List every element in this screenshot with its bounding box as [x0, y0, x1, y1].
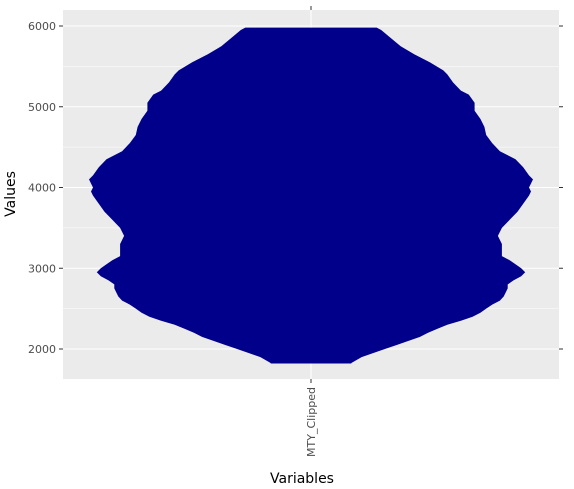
y-tick-label: 5000 — [28, 101, 56, 114]
y-tick-label: 4000 — [28, 182, 56, 195]
x-axis-ticks: MTY_Clipped — [305, 6, 318, 457]
x-tick-label: MTY_Clipped — [305, 387, 318, 457]
y-axis-ticks: 2000 3000 4000 5000 6000 — [28, 20, 563, 356]
y-tick-label: 2000 — [28, 343, 56, 356]
y-tick-label: 6000 — [28, 20, 56, 33]
y-axis-title: Values — [3, 171, 19, 217]
y-tick-label: 3000 — [28, 262, 56, 275]
violin-shape — [89, 27, 533, 364]
x-axis-title: Variables — [270, 471, 334, 487]
